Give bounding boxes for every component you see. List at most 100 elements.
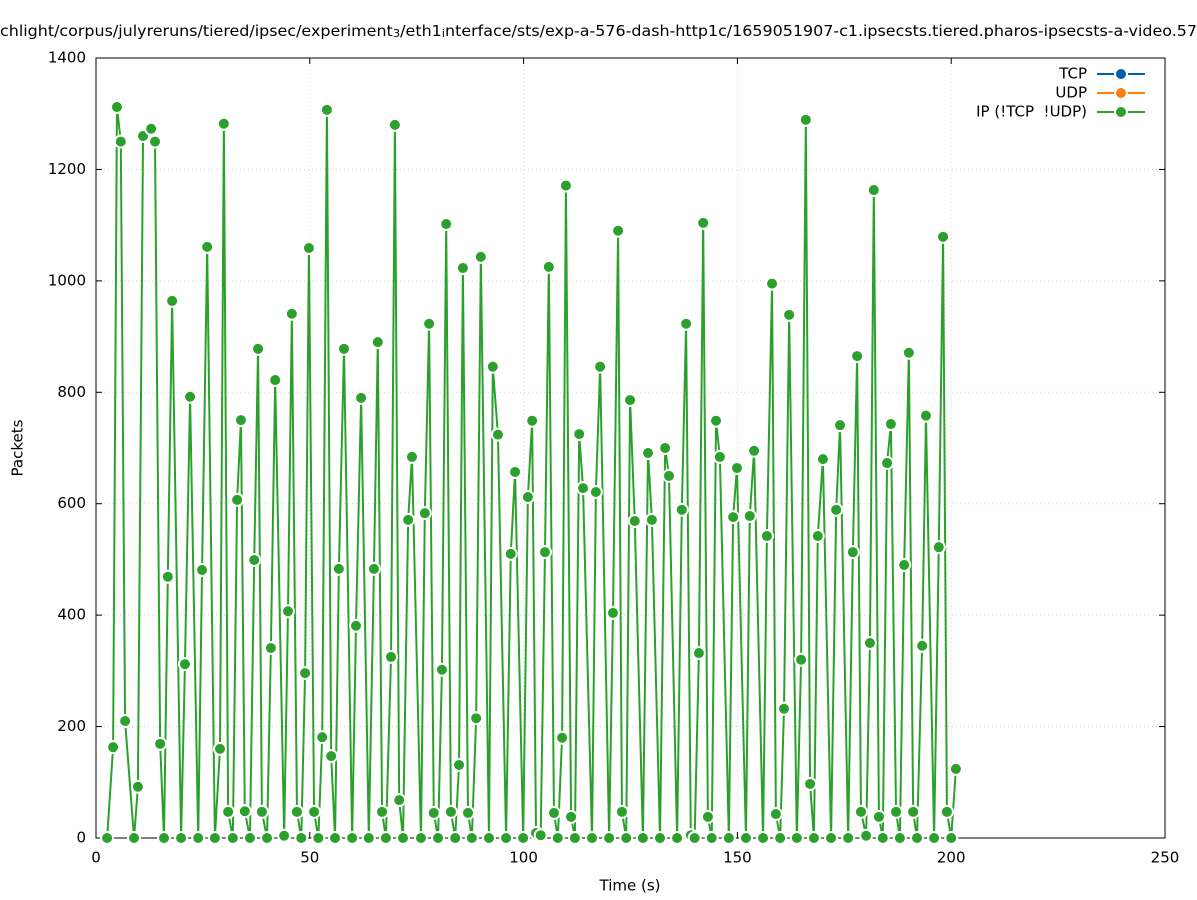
- data-point: [183, 389, 198, 404]
- series: [100, 100, 963, 845]
- y-tick-label: 800: [57, 383, 86, 401]
- data-point: [525, 413, 540, 428]
- data-point: [918, 408, 933, 423]
- y-axis-label: Packets: [9, 419, 27, 476]
- data-point: [691, 646, 706, 661]
- data-point: [862, 636, 877, 650]
- data-point: [384, 649, 399, 664]
- data-point: [906, 804, 921, 819]
- data-point: [810, 529, 825, 544]
- data-point: [803, 776, 818, 791]
- data-point: [294, 831, 309, 845]
- data-point: [726, 510, 741, 525]
- data-point: [127, 831, 142, 845]
- data-point: [555, 730, 570, 745]
- data-point: [251, 341, 266, 356]
- data-point: [806, 831, 821, 845]
- data-point: [747, 443, 762, 458]
- data-point: [485, 359, 500, 374]
- data-point: [658, 441, 673, 455]
- data-point: [130, 779, 145, 794]
- data-point: [177, 657, 192, 672]
- data-point: [216, 116, 231, 131]
- data-point: [687, 831, 702, 845]
- title-subscript: 3: [393, 27, 400, 40]
- data-point: [439, 217, 454, 232]
- x-tick-label: 200: [937, 849, 966, 867]
- data-point: [417, 506, 432, 521]
- data-point: [853, 804, 868, 819]
- data-point: [469, 711, 484, 726]
- data-point: [679, 316, 694, 331]
- data-point: [564, 809, 579, 824]
- series-line: [106, 106, 957, 839]
- data-point: [331, 561, 346, 576]
- data-point: [404, 449, 419, 464]
- data-point: [833, 418, 848, 433]
- data-point: [883, 417, 898, 432]
- data-point: [284, 306, 299, 321]
- data-point: [880, 456, 895, 471]
- data-point: [106, 740, 121, 755]
- y-tick-label: 1000: [48, 271, 86, 289]
- data-point: [345, 831, 360, 845]
- x-tick-label: 100: [509, 849, 538, 867]
- data-point: [537, 545, 552, 560]
- data-point: [448, 831, 463, 845]
- data-point: [765, 276, 780, 291]
- data-point: [696, 215, 711, 230]
- data-point: [516, 831, 531, 845]
- legend-marker: [1114, 86, 1128, 100]
- data-point: [605, 605, 620, 620]
- data-point: [915, 638, 930, 653]
- data-point: [623, 393, 638, 408]
- data-point: [452, 758, 467, 773]
- data-point: [533, 828, 548, 843]
- data-point: [268, 373, 283, 388]
- chart-title: chlight/corpus/julyreruns/tiered/ipsec/e…: [0, 22, 1197, 41]
- data-point: [191, 831, 206, 845]
- data-point: [354, 390, 369, 405]
- data-point: [174, 831, 189, 845]
- data-point: [558, 178, 573, 193]
- data-point: [307, 804, 322, 819]
- data-point: [392, 793, 407, 808]
- data-point: [499, 831, 514, 845]
- legend-marker: [1114, 105, 1128, 119]
- data-point: [221, 804, 236, 819]
- y-tick-label: 200: [57, 717, 86, 735]
- legend-label: IP (!TCP !UDP): [976, 103, 1087, 121]
- data-point: [661, 468, 676, 483]
- data-point: [541, 259, 556, 274]
- data-point: [550, 831, 565, 845]
- data-point: [422, 316, 437, 331]
- x-tick-label: 0: [91, 849, 101, 867]
- data-point: [311, 831, 326, 845]
- data-point: [324, 749, 339, 764]
- data-point: [871, 809, 886, 824]
- data-point: [289, 804, 304, 819]
- x-tick-label: 250: [1151, 849, 1180, 867]
- data-point: [426, 805, 441, 820]
- data-point: [118, 714, 133, 728]
- data-point: [298, 666, 313, 681]
- data-point: [777, 701, 792, 716]
- data-point: [712, 449, 727, 464]
- data-point: [619, 831, 634, 845]
- data-point: [768, 807, 783, 822]
- data-point: [481, 831, 496, 845]
- data-point: [798, 112, 813, 127]
- data-point: [464, 831, 479, 845]
- data-point: [588, 485, 603, 500]
- data-point: [909, 831, 924, 845]
- data-point: [237, 804, 252, 819]
- data-point: [200, 239, 215, 254]
- data-point: [315, 730, 330, 745]
- data-point: [378, 831, 393, 845]
- data-point: [195, 563, 210, 578]
- title-part: /eth1: [400, 22, 442, 40]
- data-point: [794, 652, 809, 667]
- data-point: [100, 831, 115, 845]
- data-point: [546, 805, 561, 820]
- data-point: [337, 341, 352, 356]
